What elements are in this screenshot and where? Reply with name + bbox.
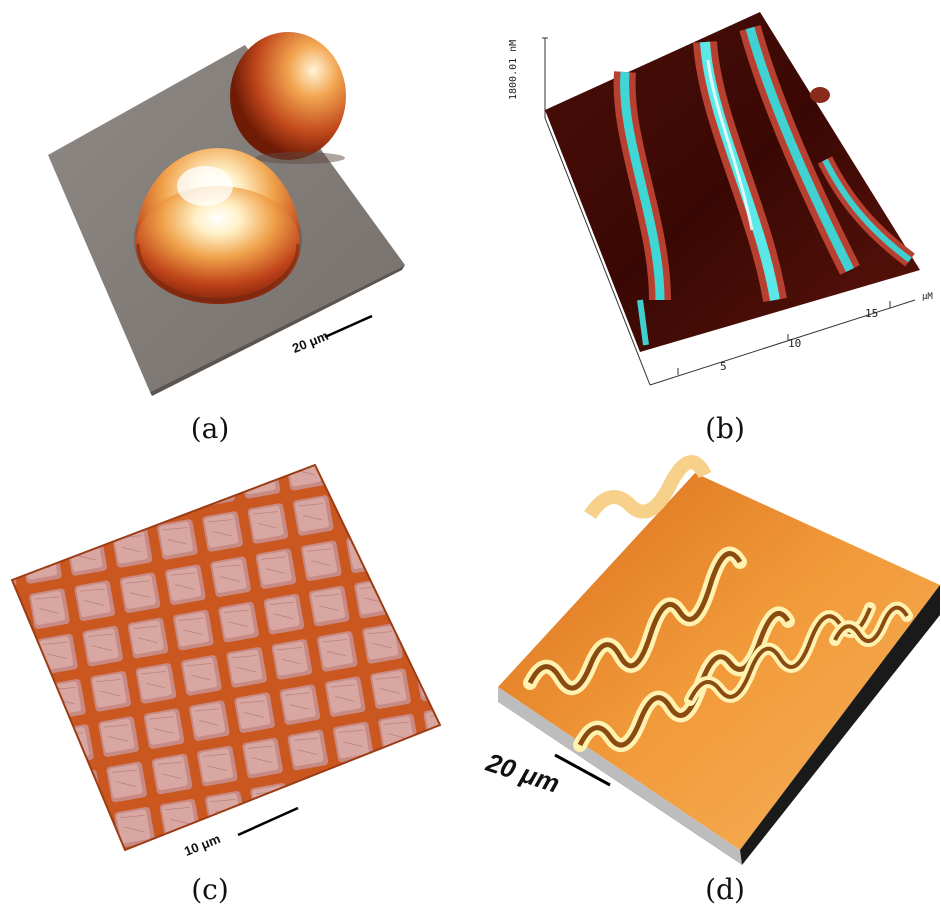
panel-c-afm-image — [10, 463, 442, 852]
x-tick-10: 10 — [788, 337, 802, 350]
panel-d-afm-image — [498, 455, 940, 865]
x-tick-15: 15 — [865, 307, 879, 320]
panel-d: 20 μm (d) — [470, 455, 941, 920]
panel-c: 10 μm (c) — [0, 455, 470, 920]
caption-d: (d) — [705, 873, 745, 906]
caption-a: (a) — [190, 412, 230, 445]
x-tick-5: 5 — [720, 360, 727, 373]
scale-bar-d — [554, 753, 611, 787]
scale-bar-a — [324, 314, 373, 339]
caption-b: (b) — [705, 412, 745, 445]
panel-b-afm-image — [542, 12, 920, 386]
panel-a-afm-image — [48, 32, 405, 396]
caption-c: (c) — [191, 873, 229, 906]
panel-b: 1800.01 nM 5 10 15 μM (b) — [470, 0, 941, 445]
z-max-label: 1800.01 nM — [508, 39, 519, 100]
panel-a: 20 μm (a) — [0, 0, 470, 445]
scale-bar-c — [237, 806, 299, 837]
axis-unit-label: μM — [922, 292, 933, 302]
